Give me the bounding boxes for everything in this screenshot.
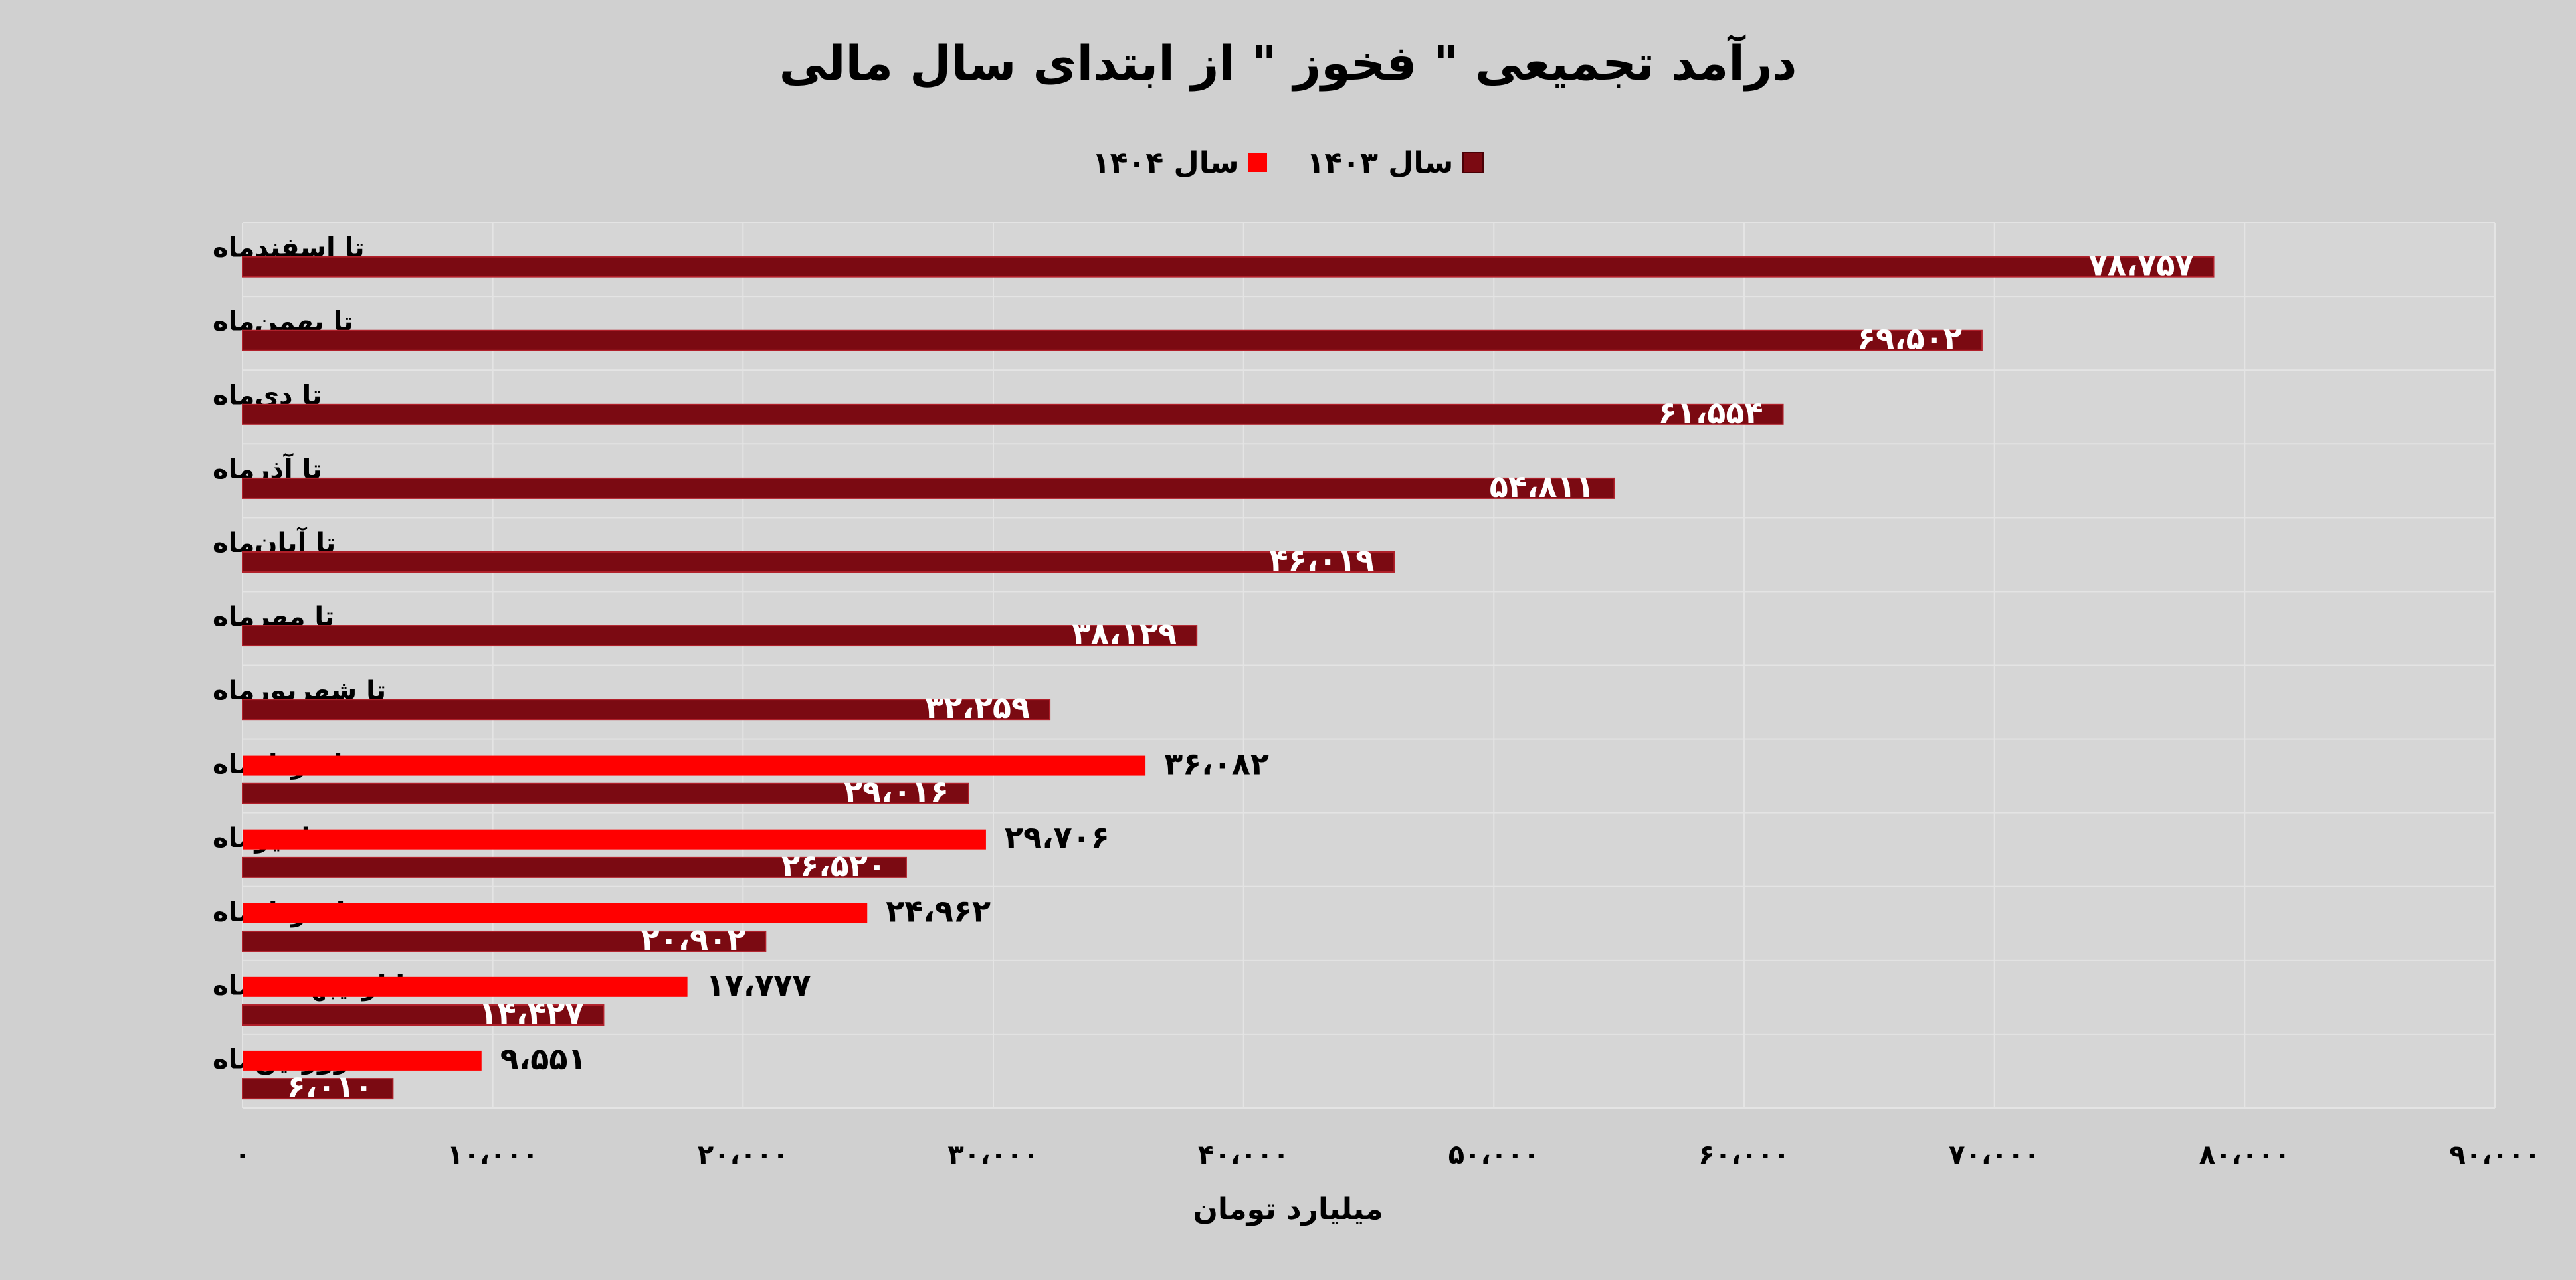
data-label-1403: ۳۸،۱۲۹ [1072,616,1177,652]
bar-1404 [243,1050,482,1071]
bar-1403 [242,699,1051,721]
x-tick-label: ۶۰،۰۰۰ [1698,1140,1789,1170]
x-tick-label: ۱۰،۰۰۰ [447,1140,538,1170]
legend-item-1404: سال ۱۴۰۴ [1092,146,1267,180]
bar-1403 [242,856,907,878]
data-label-1404: ۲۹،۷۰۶ [1005,820,1110,856]
legend: سال ۱۴۰۳ سال ۱۴۰۴ [0,136,2576,189]
bar-1403 [242,551,1395,573]
data-label-1404: ۹،۵۵۱ [500,1041,587,1077]
data-label-1403: ۴۶،۰۱۹ [1270,542,1375,578]
x-tick-label: ۹۰،۰۰۰ [2449,1140,2540,1170]
x-tick-label: ۷۰،۰۰۰ [1949,1140,2040,1170]
bar-1403 [242,477,1615,499]
legend-label-1403: سال ۱۴۰۳ [1306,145,1454,180]
data-label-1403: ۶۹،۵۰۲ [1857,321,1962,357]
data-label-1404: ۳۶،۰۸۲ [1164,746,1269,782]
bar-1404 [243,755,1146,776]
bar-1404 [243,976,688,997]
data-label-1403: ۲۶،۵۲۰ [781,848,886,883]
data-label-1403: ۵۴،۸۱۱ [1490,468,1595,504]
x-tick-label: ۴۰،۰۰۰ [1198,1140,1289,1170]
bar-1403 [242,782,969,804]
bar-1403 [242,625,1198,647]
legend-item-1403: سال ۱۴۰۳ [1307,146,1484,180]
bar-1403 [242,329,1983,351]
data-label-1403: ۲۰،۹۰۲ [641,921,745,957]
bar-1404 [243,829,986,850]
x-tick-label: ۸۰،۰۰۰ [2199,1140,2290,1170]
legend-label-1404: سال ۱۴۰۴ [1092,145,1239,180]
bar-1404 [243,903,868,923]
x-tick-label: ۵۰،۰۰۰ [1448,1140,1539,1170]
data-label-1403: ۲۹،۰۱۶ [844,774,949,810]
legend-swatch-1403 [1462,152,1484,173]
bar-1403 [242,403,1784,425]
data-label-1404: ۲۴،۹۶۲ [886,893,991,929]
bar-1403 [242,1004,605,1026]
x-tick-label: ۳۰،۰۰۰ [947,1140,1039,1170]
x-tick-label: ۰ [235,1140,250,1170]
chart-title: درآمد تجمیعی " فخوز " از ابتدای سال مالی [779,35,1797,91]
x-axis-label: میلیارد تومان [1193,1192,1383,1226]
legend-swatch-1404 [1248,153,1267,172]
data-label-1403: ۷۸،۷۵۷ [2089,247,2194,283]
data-label-1403: ۶،۰۱۰ [287,1069,373,1105]
x-tick-label: ۲۰،۰۰۰ [698,1140,789,1170]
bar-1403 [242,1078,394,1100]
data-label-1403: ۶۱،۵۵۴ [1658,395,1763,430]
bar-1403 [242,256,2215,278]
data-label-1404: ۱۷،۷۷۷ [706,967,811,1003]
bar-1403 [242,930,767,952]
data-label-1403: ۳۲،۲۵۹ [925,689,1030,725]
data-label-1403: ۱۴،۴۲۷ [479,995,584,1031]
